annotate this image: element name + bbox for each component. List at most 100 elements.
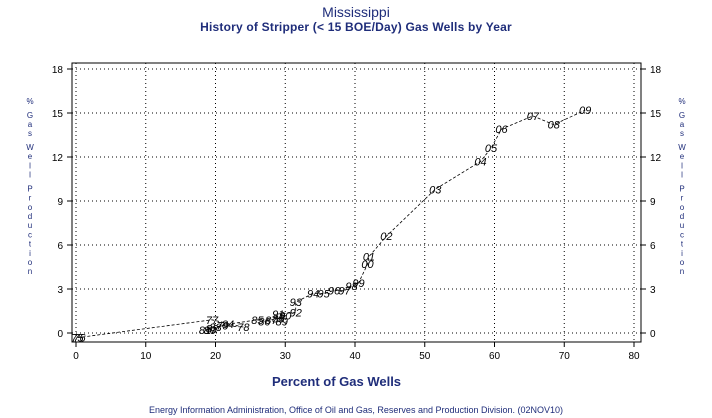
y-axis-label-left-char: s xyxy=(28,129,32,138)
y-tick-label-right: 18 xyxy=(650,65,662,76)
y-axis-label-left-char: i xyxy=(29,249,31,258)
y-axis-label-left-char: u xyxy=(28,221,32,230)
y-tick-label-left: 0 xyxy=(57,329,63,340)
y-tick-label-left: 12 xyxy=(52,153,64,164)
y-axis-label-left-char: c xyxy=(28,230,32,239)
data-point-label: 83 xyxy=(209,322,222,334)
data-point-label: 77 xyxy=(206,315,219,327)
x-axis-label: Percent of Gas Wells xyxy=(272,374,401,389)
y-tick-label-left: 6 xyxy=(57,241,63,252)
y-tick-label-left: 3 xyxy=(57,285,63,296)
data-point-label: 76 xyxy=(73,332,86,344)
chart-title: Mississippi xyxy=(322,4,390,20)
x-tick-label: 20 xyxy=(210,351,222,362)
y-tick-label-right: 6 xyxy=(650,241,656,252)
data-point-label: 87 xyxy=(265,315,278,327)
y-tick-label-right: 3 xyxy=(650,285,656,296)
y-axis-label-right-char: a xyxy=(680,120,685,129)
y-axis-label-right-char: t xyxy=(681,240,684,249)
data-point-label: 84 xyxy=(222,319,234,331)
x-tick-label: 10 xyxy=(140,351,152,362)
source-footer: Energy Information Administration, Offic… xyxy=(148,405,564,415)
y-axis-label-left-char: r xyxy=(29,194,32,203)
data-point-label: 89 xyxy=(276,316,288,328)
y-axis-label-right-char: % xyxy=(678,97,685,106)
data-point-label: 08 xyxy=(548,120,561,132)
data-point-label: 00 xyxy=(361,259,374,271)
y-axis-label-right-char: W xyxy=(678,143,686,152)
data-point-label: 75 xyxy=(71,332,84,344)
y-axis-label-left-char: % xyxy=(26,97,33,106)
x-tick-label: 60 xyxy=(489,351,501,362)
data-point-label: 07 xyxy=(527,111,540,123)
data-point-label: 79 xyxy=(216,321,228,333)
data-point-label: 78 xyxy=(237,322,250,334)
y-axis-label-right-char: o xyxy=(680,203,685,212)
x-tick-label: 40 xyxy=(349,351,361,362)
y-axis-label-left-char: l xyxy=(29,161,31,170)
x-tick-label: 50 xyxy=(419,351,431,362)
data-point-label: 03 xyxy=(429,184,442,196)
y-axis-label-left-char: o xyxy=(28,258,33,267)
y-axis-label-right-char: s xyxy=(680,129,684,138)
y-axis-label-right-char: c xyxy=(680,230,684,239)
y-tick-label-right: 0 xyxy=(650,329,656,340)
y-axis-label-right-char: r xyxy=(681,194,684,203)
data-point-label: 01 xyxy=(363,252,375,264)
y-axis-label-right-char: d xyxy=(680,212,684,221)
y-tick-label-right: 9 xyxy=(650,197,656,208)
data-point-label: 80 xyxy=(204,325,217,337)
y-axis-label-right-char: G xyxy=(679,111,685,120)
data-point-label: 81 xyxy=(199,325,211,337)
y-axis-label-right-char: n xyxy=(680,267,684,276)
data-point-label: 96 xyxy=(328,285,341,297)
y-axis-label-right-char: l xyxy=(681,161,683,170)
y-axis-label-left-char: P xyxy=(27,184,32,193)
data-point-label: 09 xyxy=(579,105,591,117)
data-point-label: 95 xyxy=(317,288,330,300)
data-point-label: 05 xyxy=(485,143,498,155)
data-point-label: 82 xyxy=(206,324,218,336)
y-axis-label-right-char: u xyxy=(680,221,684,230)
data-point-label: 04 xyxy=(474,156,486,168)
y-axis-label-left-char: n xyxy=(28,267,32,276)
y-tick-label-left: 18 xyxy=(52,65,64,76)
y-axis-label-left-char: o xyxy=(28,203,33,212)
y-axis-label-left-char: t xyxy=(29,240,32,249)
y-axis-label-left-char: l xyxy=(29,171,31,180)
data-point-label: 93 xyxy=(290,297,303,309)
y-axis-label-right-char: i xyxy=(681,249,683,258)
data-point-label: 86 xyxy=(258,316,271,328)
data-point-label: 97 xyxy=(338,285,351,297)
y-axis-label-left-char: d xyxy=(28,212,32,221)
y-axis-label-left-char: a xyxy=(28,120,33,129)
x-tick-label: 70 xyxy=(559,351,571,362)
y-axis-label-left-char: e xyxy=(28,152,33,161)
y-axis-label-left-char: G xyxy=(27,111,33,120)
y-tick-label-right: 12 xyxy=(650,153,662,164)
data-point-label: 06 xyxy=(495,124,508,136)
y-axis-label-right-char: o xyxy=(680,258,685,267)
y-tick-label-right: 15 xyxy=(650,109,662,120)
data-point-label: 92 xyxy=(290,307,302,319)
data-point-label: 99 xyxy=(352,278,364,290)
data-point-label: 90 xyxy=(279,310,292,322)
x-tick-label: 80 xyxy=(628,351,640,362)
x-tick-label: 0 xyxy=(73,351,79,362)
data-point-label: 02 xyxy=(380,231,392,243)
y-axis-label-right-char: l xyxy=(681,171,683,180)
y-axis-label-left-char: W xyxy=(26,143,34,152)
chart-subtitle: History of Stripper (< 15 BOE/Day) Gas W… xyxy=(200,20,512,34)
y-axis-label-right-char: P xyxy=(679,184,684,193)
data-point-label: 91 xyxy=(272,309,284,321)
series-line xyxy=(77,109,586,338)
y-tick-label-left: 9 xyxy=(57,197,63,208)
data-point-label: 94 xyxy=(307,288,319,300)
x-tick-label: 30 xyxy=(280,351,292,362)
y-tick-label-left: 15 xyxy=(52,109,64,120)
data-point-label: 85 xyxy=(251,315,264,327)
data-point-label: 98 xyxy=(345,281,358,293)
